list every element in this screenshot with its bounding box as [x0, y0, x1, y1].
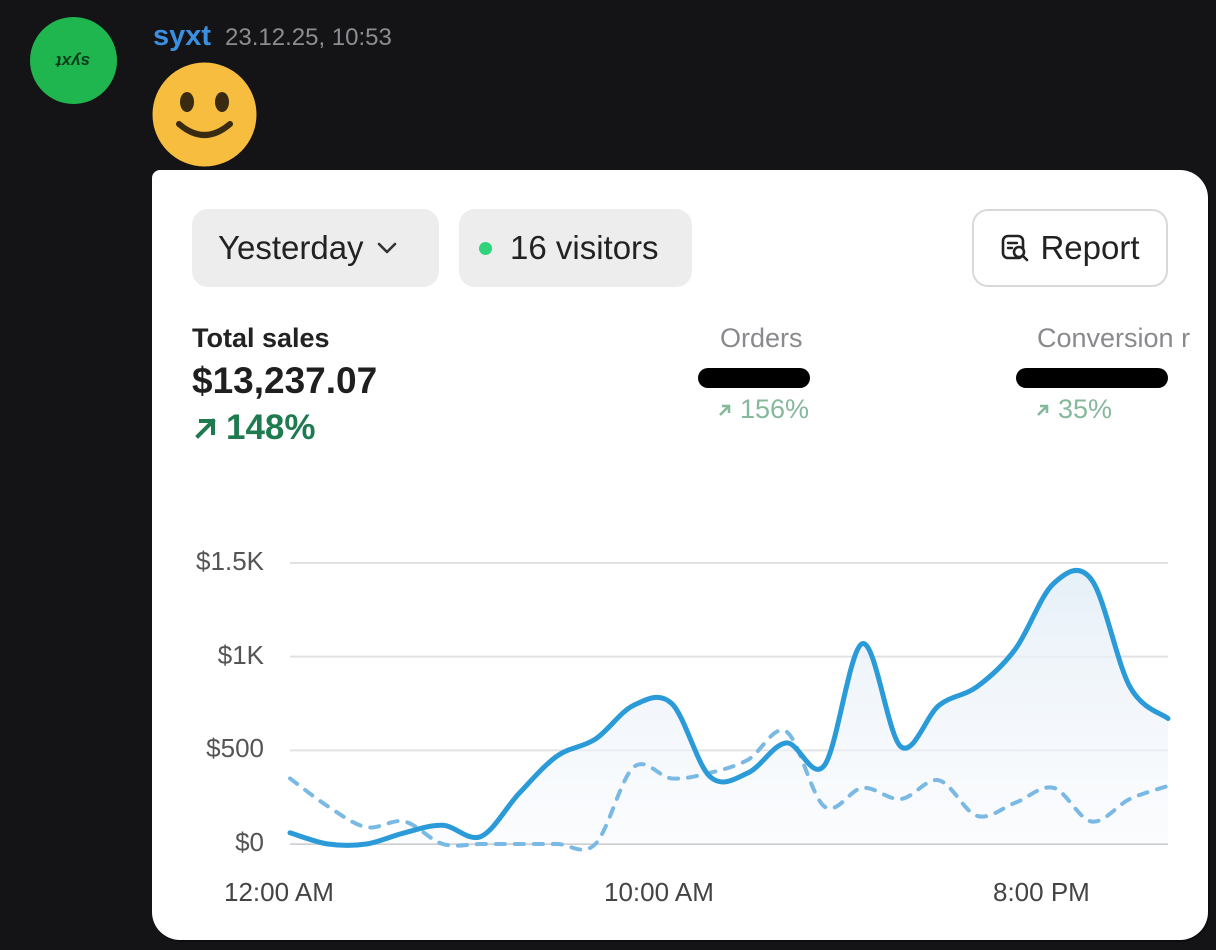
y-tick-label: $500 — [206, 733, 264, 763]
sales-chart[interactable] — [152, 170, 1208, 940]
message-header: syxt 23.12.25, 10:53 — [153, 20, 392, 53]
sales-series-area — [290, 570, 1168, 846]
arrow-up-right-icon — [195, 418, 216, 439]
metric-total-sales[interactable]: Total sales $13,237.07 148% — [192, 323, 377, 448]
orders-label: Orders — [720, 323, 803, 353]
username[interactable]: syxt — [153, 20, 212, 52]
chevron-down-icon — [377, 242, 396, 254]
x-tick-label: 10:00 AM — [604, 877, 714, 907]
live-dot-icon — [479, 241, 492, 255]
orders-change-value: 156% — [740, 394, 810, 424]
orders-change: 156% — [698, 394, 810, 425]
conversion-change-value: 35% — [1058, 394, 1113, 424]
arrow-up-right-icon — [1037, 404, 1049, 416]
redaction-mark — [1016, 368, 1168, 388]
metric-conversion[interactable]: Conversion r 35% — [1016, 323, 1190, 425]
redaction-mark — [698, 368, 810, 388]
avatar-text: syxt — [56, 51, 91, 71]
screenshot-attachment[interactable]: Yesterday 16 visitors Report Total sales… — [152, 170, 1208, 940]
total-sales-value: $13,237.07 — [192, 360, 378, 401]
visitors-label: 16 visitors — [510, 229, 659, 266]
avatar[interactable]: syxt — [30, 17, 117, 104]
x-tick-label: 12:00 AM — [224, 877, 334, 907]
smiley-face-icon — [152, 62, 257, 167]
arrow-up-right-icon — [719, 404, 731, 416]
visitors-badge[interactable]: 16 visitors — [459, 209, 692, 287]
report-search-icon — [1002, 234, 1029, 262]
y-tick-label: $1.5K — [196, 546, 264, 576]
period-dropdown[interactable]: Yesterday — [192, 209, 439, 287]
total-sales-change: 148% — [192, 408, 377, 448]
total-sales-change-value: 148% — [226, 408, 316, 447]
total-sales-label: Total sales — [192, 323, 330, 353]
metric-orders[interactable]: Orders 156% — [698, 323, 810, 425]
period-label: Yesterday — [218, 229, 364, 266]
report-button[interactable]: Report — [972, 209, 1168, 287]
y-tick-label: $0 — [235, 827, 264, 857]
x-tick-label: 8:00 PM — [993, 877, 1090, 907]
timestamp: 23.12.25, 10:53 — [225, 24, 392, 51]
y-tick-label: $1K — [217, 640, 264, 670]
comparison-series-line — [288, 728, 1170, 852]
report-label: Report — [1040, 229, 1140, 266]
conversion-change: 35% — [1016, 394, 1190, 425]
conversion-label: Conversion r — [1037, 323, 1191, 353]
sales-series-line — [287, 567, 1171, 848]
